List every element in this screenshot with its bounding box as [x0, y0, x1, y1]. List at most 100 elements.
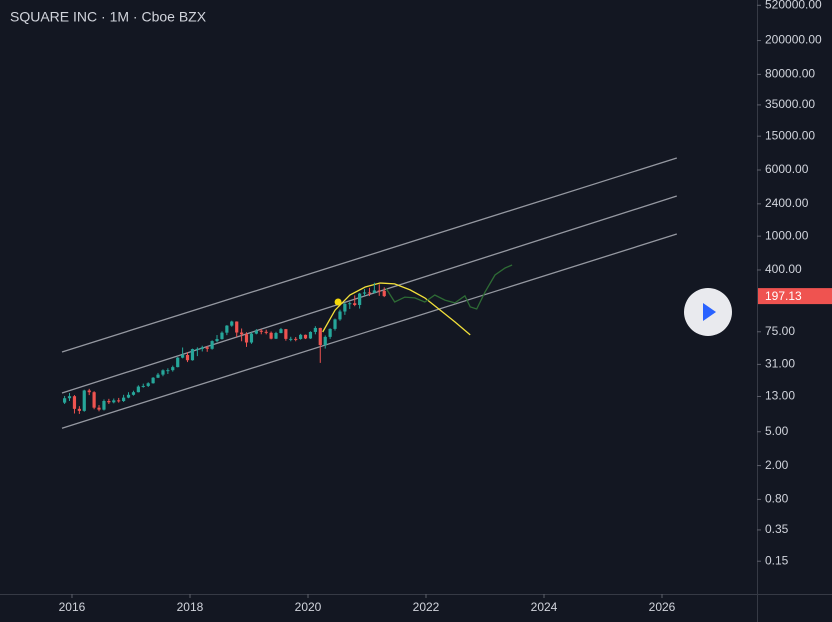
- candle: [220, 331, 224, 340]
- x-tick-label: 2018: [177, 600, 204, 614]
- candle-body: [353, 303, 357, 306]
- candle-body: [303, 334, 308, 339]
- candle-body: [269, 332, 273, 339]
- candle: [122, 394, 126, 402]
- x-tick-label: 2022: [413, 600, 440, 614]
- candle-body: [97, 407, 101, 410]
- plot-area: [61, 157, 677, 429]
- candle-body: [294, 338, 298, 340]
- candle-body: [313, 327, 317, 332]
- candle: [259, 329, 263, 335]
- candle: [254, 329, 258, 335]
- candle: [358, 292, 362, 309]
- candle-body: [77, 408, 81, 411]
- candle-body: [367, 292, 372, 294]
- candle-body: [166, 370, 170, 372]
- candle: [343, 302, 347, 315]
- candle-body: [136, 386, 140, 393]
- candle: [338, 309, 342, 321]
- candle-body: [343, 303, 347, 312]
- candle: [185, 352, 190, 363]
- candle-body: [176, 357, 180, 368]
- candle: [244, 332, 249, 347]
- candle-body: [254, 330, 258, 334]
- candle-body: [102, 401, 106, 410]
- candle-body: [171, 367, 175, 371]
- chart-title: SQUARE INC · 1M · Cboe BZX: [10, 9, 207, 25]
- y-tick-label: 400.00: [765, 262, 802, 276]
- candle: [97, 405, 101, 412]
- candle: [82, 389, 86, 412]
- candle-body: [117, 400, 121, 402]
- candle-body: [82, 390, 86, 411]
- candle-body: [235, 321, 239, 333]
- candle-body: [308, 331, 313, 339]
- candle-body: [185, 354, 190, 361]
- candle: [377, 284, 381, 296]
- candle-body: [215, 339, 219, 342]
- candle-body: [240, 332, 244, 335]
- play-button[interactable]: [684, 288, 732, 336]
- y-tick-label: 31.00: [765, 357, 795, 371]
- candle-body: [328, 328, 332, 337]
- candle-body: [151, 377, 155, 384]
- candle: [274, 331, 278, 340]
- candle: [151, 377, 155, 384]
- candle: [215, 335, 219, 343]
- candle: [87, 388, 91, 396]
- candle-body: [377, 290, 381, 292]
- x-tick-label: 2020: [295, 600, 322, 614]
- candle: [210, 340, 214, 350]
- candle: [181, 347, 185, 359]
- candle: [382, 287, 386, 298]
- candle: [225, 325, 229, 336]
- candle: [249, 332, 254, 344]
- candle: [112, 398, 116, 404]
- candle: [318, 327, 322, 363]
- candle: [77, 406, 81, 414]
- candle: [362, 289, 367, 297]
- candle: [171, 365, 175, 372]
- y-tick-label: 6000.00: [765, 162, 809, 176]
- candle-body: [63, 398, 67, 403]
- candle: [294, 337, 298, 342]
- y-tick-label: 0.15: [765, 553, 789, 567]
- candle-body: [131, 392, 136, 395]
- candle: [63, 395, 67, 405]
- candle: [348, 301, 352, 309]
- y-tick-label: 2.00: [765, 458, 789, 472]
- candle-body: [338, 311, 342, 320]
- candle: [146, 382, 150, 388]
- candle-body: [225, 325, 229, 333]
- candle-body: [112, 400, 116, 403]
- y-tick-label: 13.00: [765, 389, 795, 403]
- candle: [176, 357, 180, 368]
- candle: [269, 331, 273, 340]
- candle-body: [141, 385, 145, 387]
- last-price-label: 197.13: [765, 289, 802, 303]
- candle-body: [205, 347, 209, 349]
- candle: [308, 331, 313, 339]
- play-icon[interactable]: [703, 303, 716, 321]
- candle-body: [107, 401, 111, 403]
- candle-body: [259, 330, 263, 332]
- candle-body: [318, 327, 322, 346]
- candle-body: [126, 394, 131, 398]
- candle: [289, 336, 293, 342]
- candle-body: [362, 292, 367, 294]
- candle-body: [358, 293, 362, 306]
- candle-body: [382, 290, 386, 297]
- candle-body: [323, 336, 327, 346]
- overlay-line: [61, 157, 677, 353]
- candle: [367, 287, 372, 297]
- candle-body: [190, 349, 195, 361]
- candle: [353, 295, 357, 307]
- candle: [323, 335, 327, 349]
- candle: [117, 397, 121, 403]
- overlay-line: [385, 264, 513, 310]
- overlay-line: [61, 233, 677, 429]
- candle: [328, 328, 332, 339]
- candle-body: [244, 334, 249, 343]
- candle-body: [161, 370, 165, 375]
